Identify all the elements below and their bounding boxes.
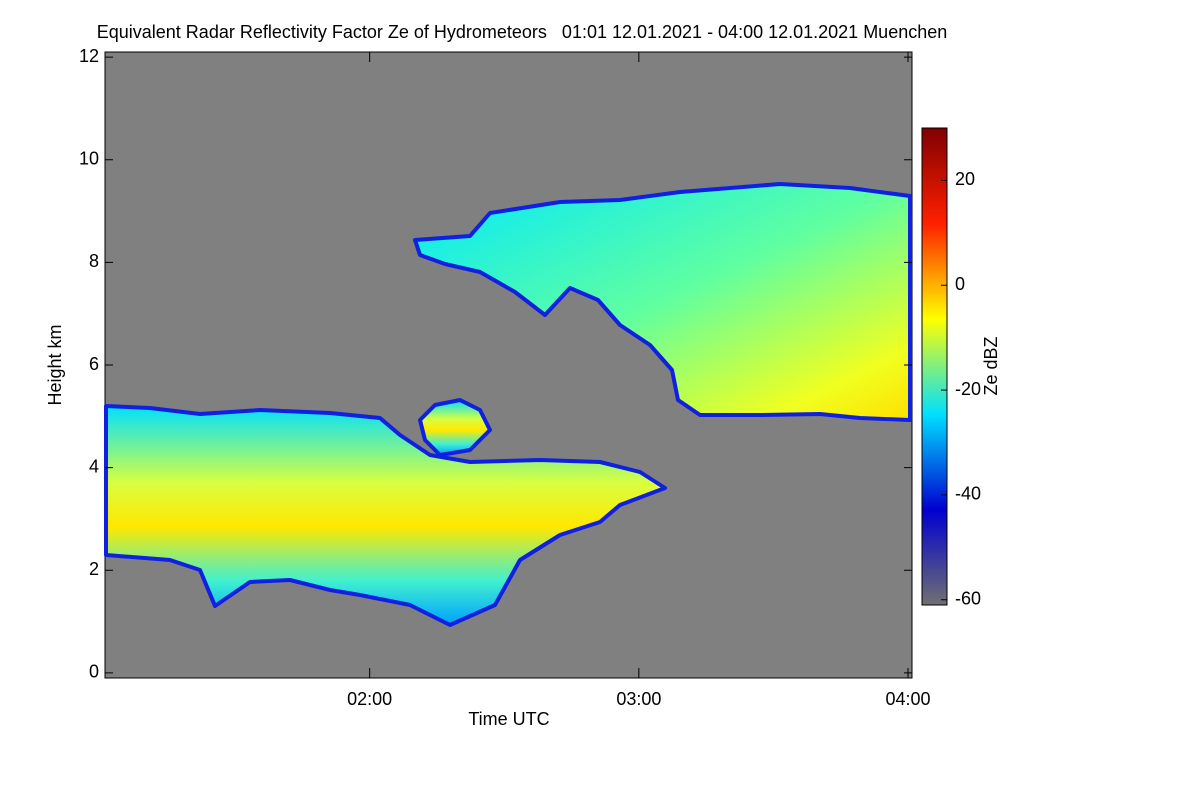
echo-region [418,398,492,457]
echo-region [413,182,912,422]
y-tick-label: 2 [89,559,99,579]
colorbar-tick-label: 20 [955,169,975,189]
colorbar-tick-label: 0 [955,274,965,294]
y-tick-label: 6 [89,354,99,374]
colorbar-tick-label: -60 [955,589,981,609]
y-tick-label: 12 [79,46,99,66]
y-tick-label: 8 [89,251,99,271]
chart-title: Equivalent Radar Reflectivity Factor Ze … [97,22,948,42]
y-tick-label: 10 [79,149,99,169]
y-tick-label: 4 [89,456,99,476]
y-axis-label: Height km [45,324,65,405]
colorbar-label: Ze dBZ [981,336,1001,395]
x-tick-label: 02:00 [347,689,392,709]
x-axis-label: Time UTC [468,709,549,729]
x-tick-label: 04:00 [885,689,930,709]
x-tick-label: 03:00 [616,689,661,709]
echo-region [104,404,667,627]
colorbar-tick-label: -40 [955,484,981,504]
y-tick-label: 0 [89,662,99,682]
colorbar [921,127,948,606]
colorbar-tick-label: -20 [955,379,981,399]
